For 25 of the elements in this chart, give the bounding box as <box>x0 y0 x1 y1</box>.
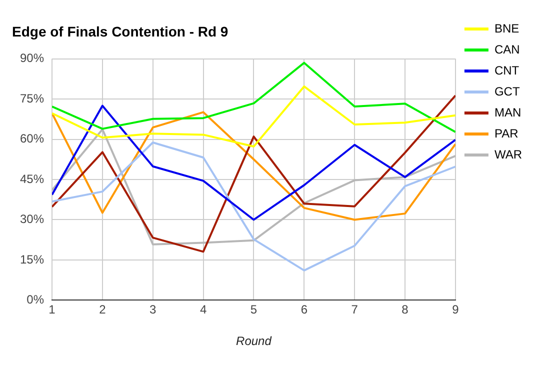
y-tick-label: 45% <box>20 172 44 186</box>
y-tick-label: 0% <box>26 292 44 307</box>
y-tick-label: 60% <box>20 132 44 146</box>
x-tick-label: 3 <box>150 302 157 317</box>
y-tick-label: 15% <box>20 252 44 266</box>
legend-label: WAR <box>494 147 522 162</box>
x-tick-label: 2 <box>99 302 106 317</box>
legend-label: PAR <box>494 126 519 140</box>
legend-label: MAN <box>494 105 522 120</box>
legend-label: GCT <box>494 84 520 98</box>
legend-label: CNT <box>494 63 520 78</box>
x-tick-label: 1 <box>48 302 56 317</box>
y-tick-label: 30% <box>20 212 44 226</box>
legend-label: BNE <box>494 21 520 36</box>
x-tick-label: 4 <box>200 302 207 317</box>
x-tick-label: 5 <box>250 302 258 317</box>
x-tick-label: 7 <box>351 302 358 317</box>
x-tick-label: 8 <box>402 302 409 317</box>
legend-label: CAN <box>494 42 520 56</box>
y-tick-label: 90% <box>20 51 44 66</box>
x-axis-title: Round <box>236 334 272 348</box>
x-tick-label: 9 <box>452 302 460 317</box>
chart-title: Edge of Finals Contention - Rd 9 <box>12 23 228 40</box>
y-tick-label: 75% <box>20 91 44 106</box>
x-tick-label: 6 <box>300 302 308 317</box>
